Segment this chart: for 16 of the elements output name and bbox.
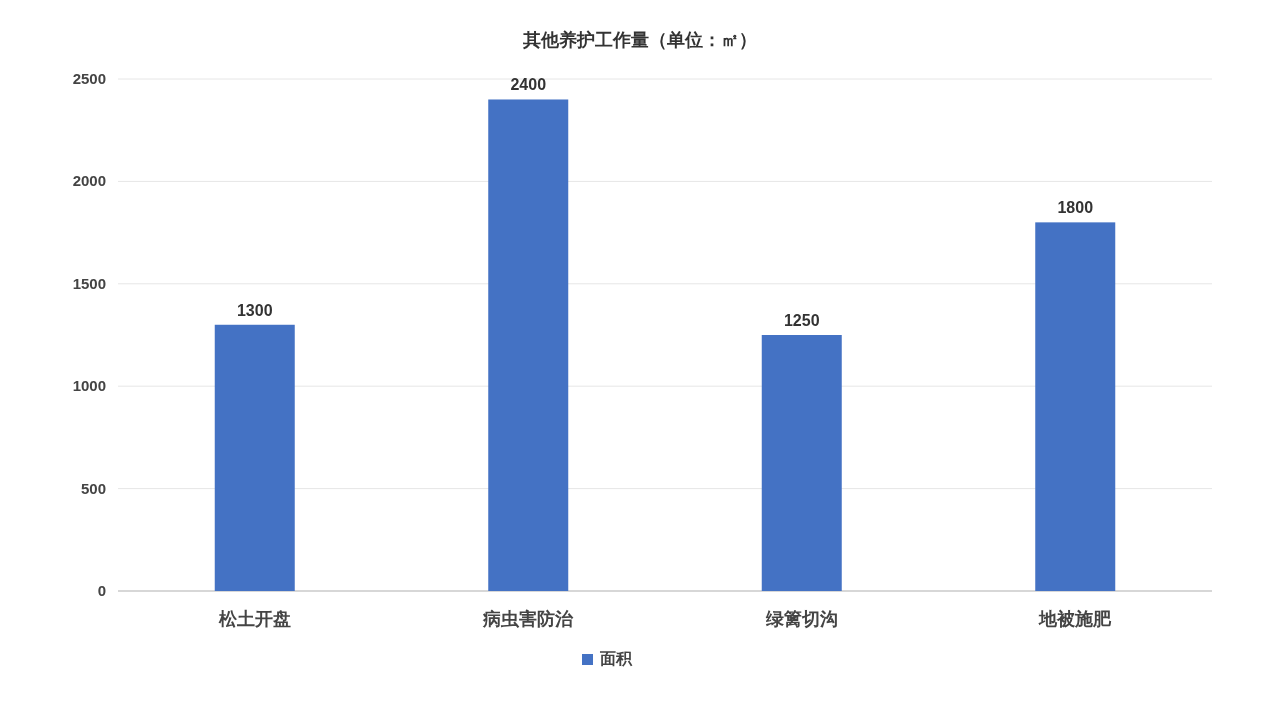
- y-tick-label: 0: [97, 582, 106, 599]
- y-tick-label: 1000: [72, 377, 106, 395]
- data-label: 1800: [1057, 199, 1094, 217]
- x-tick-label: 地被施肥: [1038, 609, 1113, 629]
- data-label: 1300: [236, 301, 273, 319]
- y-tick-label: 2000: [72, 172, 106, 190]
- y-tick-label: 2500: [72, 70, 106, 87]
- x-tick-label: 绿篱切沟: [764, 609, 838, 629]
- y-tick-label: 1500: [72, 274, 106, 292]
- chart-title: 其他养护工作量（单位：㎡）: [522, 30, 757, 50]
- data-label: 1250: [783, 312, 820, 329]
- legend-label: 面积: [599, 650, 633, 667]
- data-label: 2400: [510, 76, 547, 94]
- y-tick-label: 500: [80, 479, 106, 497]
- x-tick-label: 病虫害防治: [482, 609, 575, 629]
- x-tick-label: 松土开盘: [217, 609, 291, 629]
